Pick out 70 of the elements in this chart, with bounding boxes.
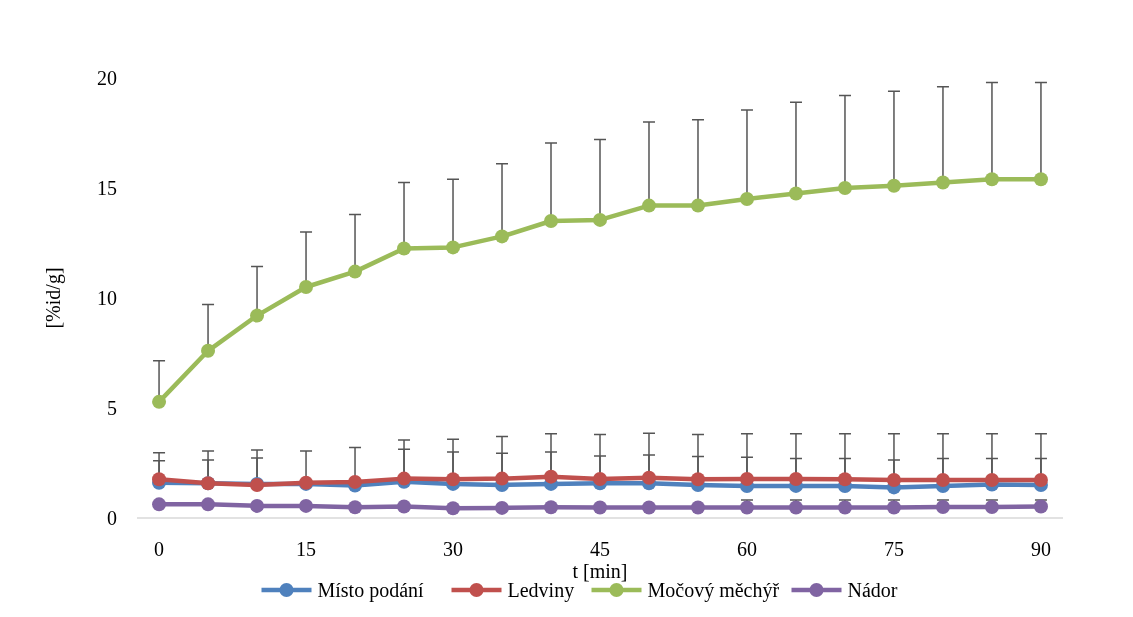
legend-label: Místo podání [317,579,425,602]
point [544,500,559,515]
point [544,214,559,228]
point [544,469,559,484]
x-tick-label: 30 [443,538,464,560]
point [495,229,510,244]
point [739,500,754,515]
point [593,500,607,515]
point [348,500,363,515]
y-tick-label: 15 [97,177,117,199]
point [446,240,461,255]
point [495,500,510,515]
point [739,192,754,206]
point [152,394,167,409]
point [299,498,314,513]
point [1033,499,1048,514]
point [1033,472,1048,487]
x-tick-label: 60 [736,538,757,560]
point [250,308,265,323]
point [446,501,461,516]
point [886,472,901,487]
point [1033,172,1048,187]
legend-label: Ledviny [507,579,575,602]
point [593,212,607,227]
point [446,472,461,487]
point [788,186,803,201]
x-tick-label: 0 [154,538,165,560]
point [984,172,999,187]
point [690,500,705,515]
point [837,181,852,195]
legend-label: Nádor [847,579,898,601]
legend-label: Močový měchýř [647,579,780,602]
point [837,472,852,487]
point [201,497,216,512]
y-tick-label: 0 [107,507,117,529]
point [397,499,412,514]
point [348,264,363,279]
y-axis-title: [%id/g] [42,267,65,329]
point [788,500,803,515]
point [642,500,656,515]
point [642,470,656,485]
point [935,175,950,190]
x-axis-title: t [min] [572,560,628,582]
x-tick-label: 15 [296,538,317,560]
point [690,198,705,213]
x-tick-label: 75 [883,538,904,560]
point [152,497,167,512]
point [739,472,754,487]
point [935,472,950,487]
point [348,474,363,489]
point [642,198,656,213]
point [837,500,852,515]
point [984,500,999,514]
x-tick-label: 90 [1030,538,1051,560]
y-tick-label: 5 [107,397,117,419]
point [984,472,999,487]
y-tick-label: 10 [97,287,117,309]
point [935,500,950,514]
point [593,472,607,487]
point [397,241,412,256]
x-tick-label: 45 [590,538,610,560]
point [495,471,510,486]
point [201,343,216,358]
point [886,500,901,515]
point [299,280,314,294]
point [690,472,705,487]
point [788,472,803,487]
point [886,178,901,193]
point [250,498,265,513]
y-tick-label: 20 [97,67,117,89]
